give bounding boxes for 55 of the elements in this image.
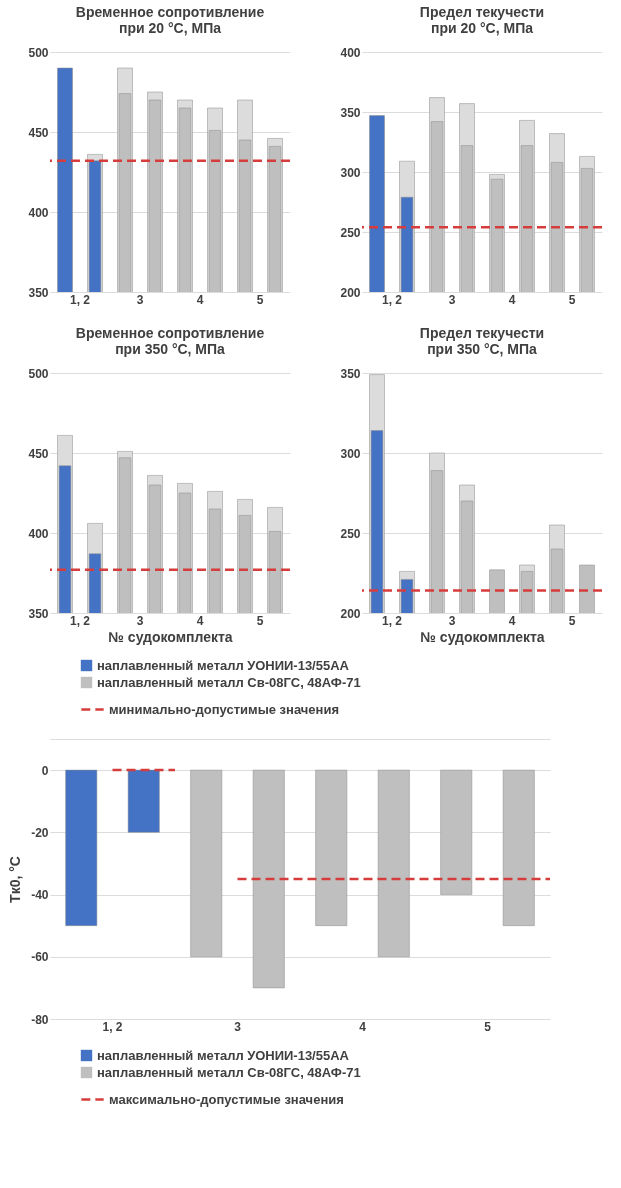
x-tick-label: 1, 2 bbox=[69, 613, 91, 628]
x-tick-label: 4 bbox=[508, 292, 516, 307]
x-tick-label: 3 bbox=[136, 292, 144, 307]
y-tick-label: -80 bbox=[31, 1012, 49, 1027]
legend-label: минимально-допустимые значения bbox=[109, 701, 340, 717]
chart-title: Временное сопротивление при 350 °C, МПа bbox=[75, 325, 265, 357]
y-tick-label: 350 bbox=[340, 366, 361, 381]
y-tick-label: 300 bbox=[340, 165, 361, 180]
x-tick-label: 3 bbox=[448, 292, 456, 307]
x-tick-label: 1, 2 bbox=[381, 292, 403, 307]
x-tick-label: 1, 2 bbox=[102, 1019, 123, 1034]
y-tick-label: 350 bbox=[340, 105, 361, 120]
x-tick-label: 5 bbox=[256, 613, 264, 628]
x-axis-title: № судокомплекта bbox=[420, 628, 545, 645]
x-axis-title: № судокомплекта bbox=[108, 628, 233, 645]
y-tick-label: 350 bbox=[28, 285, 49, 300]
y-tick-label: 500 bbox=[28, 366, 49, 381]
x-tick-label: 4 bbox=[359, 1019, 367, 1034]
y-tick-label: 450 bbox=[28, 446, 49, 461]
chart-title: Временное сопротивление при 20 °C, МПа bbox=[75, 4, 265, 36]
y-tick-label: 400 bbox=[340, 45, 361, 60]
x-tick-label: 3 bbox=[448, 613, 456, 628]
chart-title: Предел текучести при 20 °C, МПа bbox=[419, 4, 545, 36]
legend-label: наплавленный металл Св-08ГС, 48АФ-71 bbox=[97, 674, 361, 690]
y-tick-label: 200 bbox=[340, 285, 361, 300]
y-tick-label: 300 bbox=[340, 446, 361, 461]
y-tick-label: -20 bbox=[31, 825, 49, 840]
chart-title: Предел текучести при 350 °C, МПа bbox=[419, 325, 545, 357]
x-tick-label: 5 bbox=[256, 292, 264, 307]
y-tick-label: 450 bbox=[28, 125, 49, 140]
y-tick-label: 400 bbox=[28, 205, 49, 220]
y-tick-label: 0 bbox=[41, 763, 49, 778]
y-tick-label: 250 bbox=[340, 225, 361, 240]
legend-label: максимально-допустимые значения bbox=[109, 1091, 344, 1107]
x-tick-label: 3 bbox=[234, 1019, 242, 1034]
x-tick-label: 4 bbox=[196, 613, 204, 628]
y-tick-label: 400 bbox=[28, 526, 49, 541]
x-tick-label: 5 bbox=[568, 292, 576, 307]
y-tick-label: -60 bbox=[31, 950, 49, 965]
x-tick-label: 1, 2 bbox=[381, 613, 403, 628]
y-tick-label: 250 bbox=[340, 526, 361, 541]
y-tick-label: 200 bbox=[340, 606, 361, 621]
x-tick-label: 5 bbox=[484, 1019, 492, 1034]
y-tick-label: -40 bbox=[31, 888, 49, 903]
legend-label: наплавленный металл УОНИИ-13/55АА bbox=[97, 1047, 350, 1063]
y-tick-label: 500 bbox=[28, 45, 49, 60]
x-tick-label: 4 bbox=[196, 292, 204, 307]
x-tick-label: 5 bbox=[568, 613, 576, 628]
y-axis-title: Tк0, °C bbox=[7, 856, 24, 903]
legend-label: наплавленный металл Св-08ГС, 48АФ-71 bbox=[97, 1064, 361, 1080]
y-tick-label: 350 bbox=[28, 606, 49, 621]
x-tick-label: 1, 2 bbox=[69, 292, 91, 307]
x-tick-label: 4 bbox=[508, 613, 516, 628]
legend-label: наплавленный металл УОНИИ-13/55АА bbox=[97, 657, 350, 673]
x-tick-label: 3 bbox=[136, 613, 144, 628]
